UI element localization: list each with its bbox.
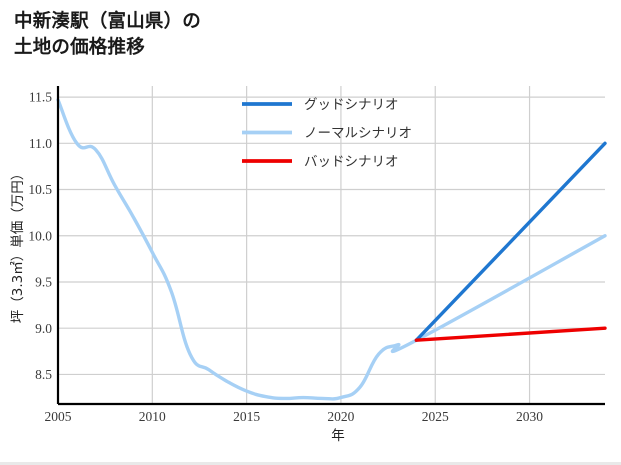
y-tick-label: 9.0 [35, 321, 52, 336]
axes-group [56, 86, 605, 406]
y-tick-label: 10.0 [28, 228, 52, 243]
series-line-good [414, 141, 607, 342]
legend-label-bad: バッドシナリオ [304, 154, 399, 170]
y-tick-label: 11.5 [29, 90, 52, 105]
x-tick-labels: 2005 2010 2015 2020 2025 2030 [45, 409, 544, 424]
x-tick-label: 2030 [516, 409, 543, 424]
x-tick-label: 2010 [139, 409, 166, 424]
legend-label-normal: ノーマルシナリオ [304, 126, 412, 142]
x-axis-title: 年 [331, 428, 345, 444]
y-tick-labels: 8.5 9.0 9.5 10.0 10.5 11.0 11.5 [28, 90, 52, 382]
series-line-normal [56, 98, 607, 401]
y-tick-label: 8.5 [35, 367, 52, 382]
y-axis-title: 坪（3.3㎡）単価（万円） [10, 167, 26, 323]
legend-label-good: グッドシナリオ [304, 97, 399, 113]
x-tick-label: 2015 [233, 409, 260, 424]
series-group [56, 98, 607, 401]
chart-title: 中新湊駅（富山県）の 土地の価格推移 [14, 10, 202, 58]
y-tick-label: 11.0 [29, 136, 52, 151]
bottom-divider [0, 462, 621, 465]
x-tick-label: 2020 [327, 409, 354, 424]
y-tick-label: 10.5 [28, 182, 52, 197]
x-tick-label: 2005 [45, 409, 72, 424]
y-tick-label: 9.5 [35, 275, 52, 290]
series-line-bad [414, 326, 607, 342]
x-tick-label: 2025 [422, 409, 449, 424]
